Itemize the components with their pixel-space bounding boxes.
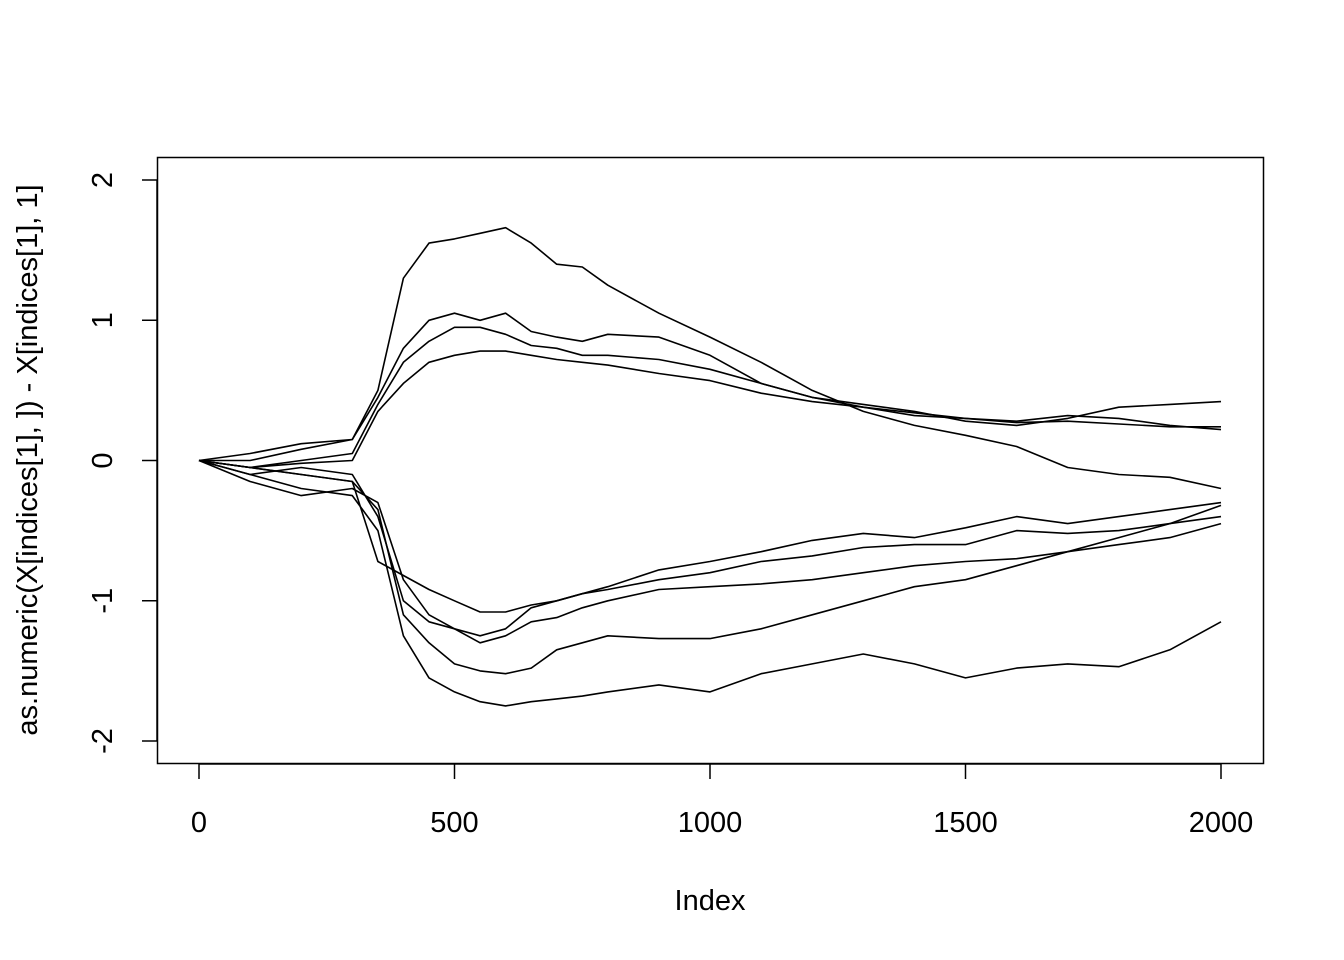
series-line-3 (198, 326, 1222, 469)
series-line-2 (199, 312, 1222, 462)
x-tick-label: 1500 (933, 807, 998, 839)
y-axis: -2 -1 0 1 2 (87, 172, 158, 754)
plot-frame (156, 156, 1265, 765)
series-line-5 (198, 459, 1222, 613)
series-line-9 (198, 459, 1222, 707)
y-tick-label: 2 (87, 172, 119, 188)
y-axis-label: as.numeric(X[indices[1], ]) - X[indices[… (12, 184, 44, 735)
x-tick-label: 0 (191, 807, 207, 839)
series-line-6 (198, 459, 1222, 637)
series-line-7 (198, 459, 1222, 644)
x-tick-label: 1000 (678, 807, 743, 839)
y-tick-label: 0 (87, 452, 119, 468)
y-tick-label: -2 (87, 728, 119, 754)
series-line-4 (198, 350, 1221, 469)
x-tick-label: 500 (430, 807, 478, 839)
y-tick-label: -1 (87, 588, 119, 614)
y-tick-label: 1 (87, 312, 119, 328)
x-axis: 0 500 1000 1500 2000 (191, 763, 1254, 839)
x-axis-label: Index (675, 885, 746, 917)
series-group (198, 226, 1222, 707)
x-tick-label: 2000 (1189, 807, 1254, 839)
series-line-1 (198, 226, 1222, 490)
series-line-8 (198, 459, 1222, 675)
